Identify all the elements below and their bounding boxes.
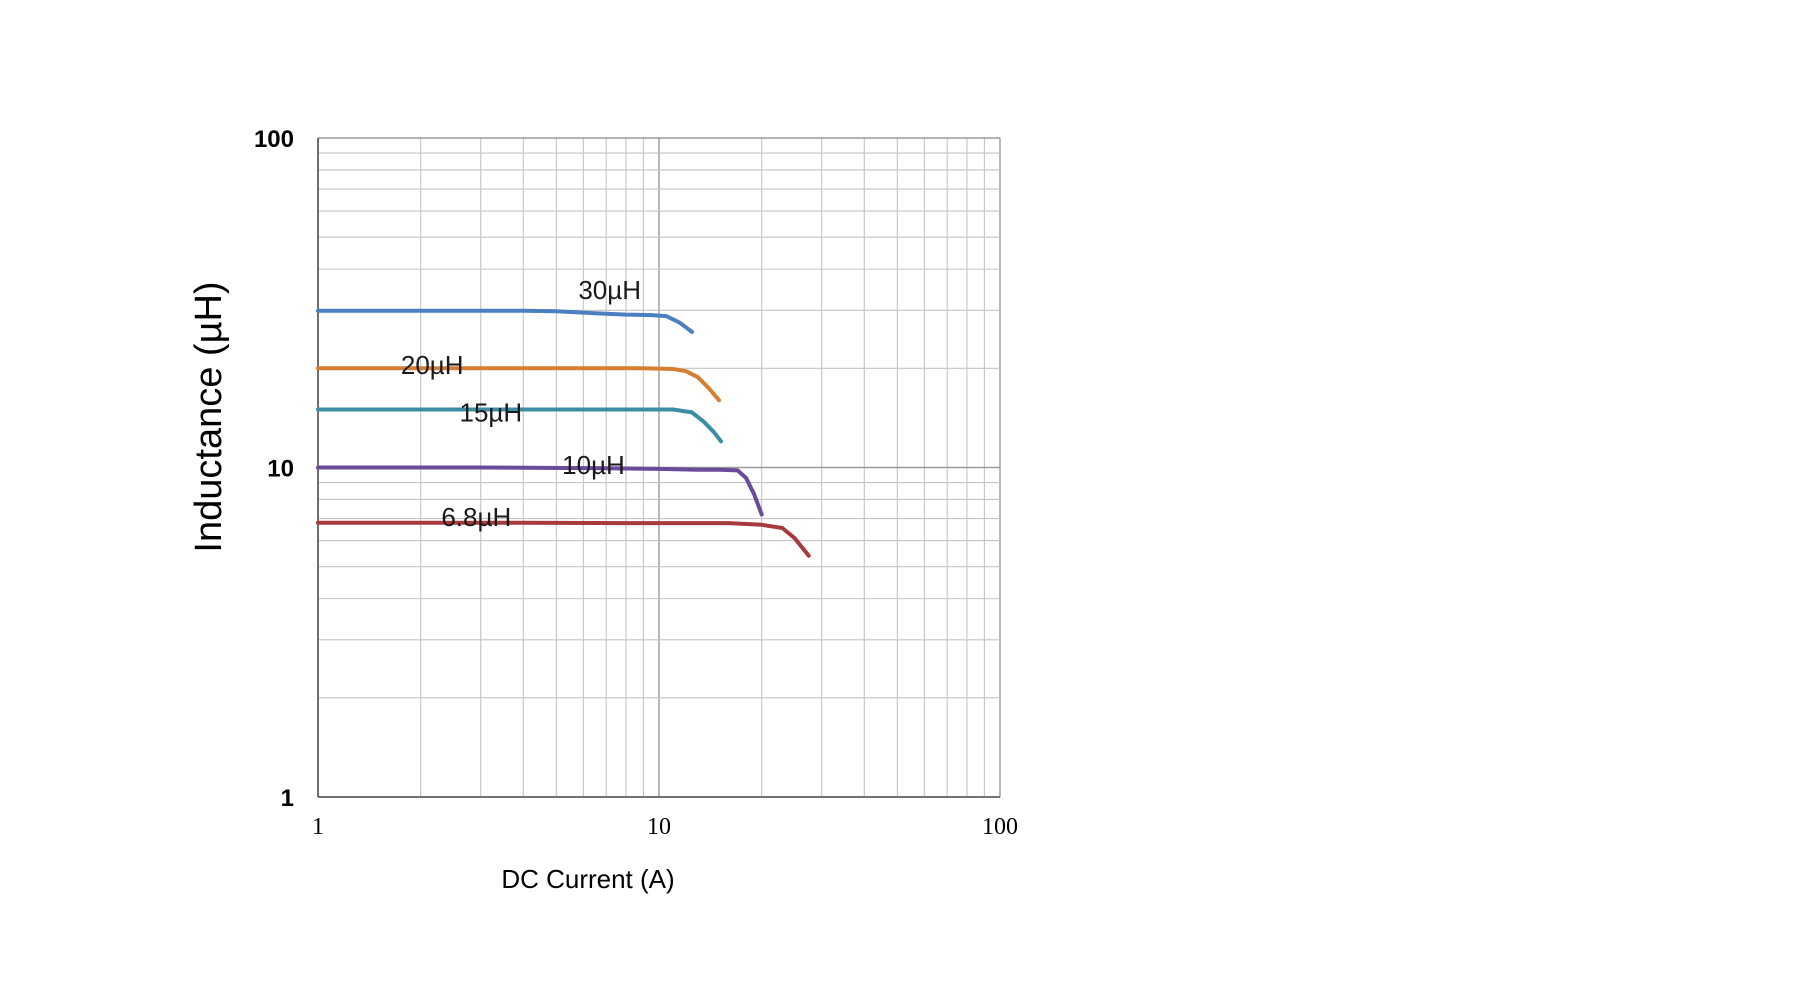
series-line <box>316 366 721 403</box>
series-label: 10µH <box>562 450 625 480</box>
tick-labels: 1 10 100 1 10 100 <box>254 126 1018 840</box>
x-tick-label: 1 <box>312 814 324 840</box>
series-lines <box>316 308 811 558</box>
series-label: 30µH <box>578 275 641 305</box>
x-tick-label: 10 <box>647 814 671 840</box>
x-tick-label: 100 <box>982 814 1018 840</box>
y-axis-title: Inductance (µH) <box>188 281 230 552</box>
series-line <box>316 465 764 517</box>
series-label: 15µH <box>460 397 523 427</box>
y-tick-label: 10 <box>267 456 294 483</box>
series-line <box>316 407 723 444</box>
series-labels: 30µH 20µH 15µH 10µH 6.8µH <box>401 275 641 532</box>
x-axis-title: DC Current (A) <box>501 864 674 894</box>
y-tick-label: 100 <box>254 126 294 153</box>
y-tick-label: 1 <box>281 785 294 812</box>
series-line <box>316 308 694 334</box>
series-label: 20µH <box>401 350 464 380</box>
series-label: 6.8µH <box>441 502 511 532</box>
series-line <box>316 520 811 558</box>
